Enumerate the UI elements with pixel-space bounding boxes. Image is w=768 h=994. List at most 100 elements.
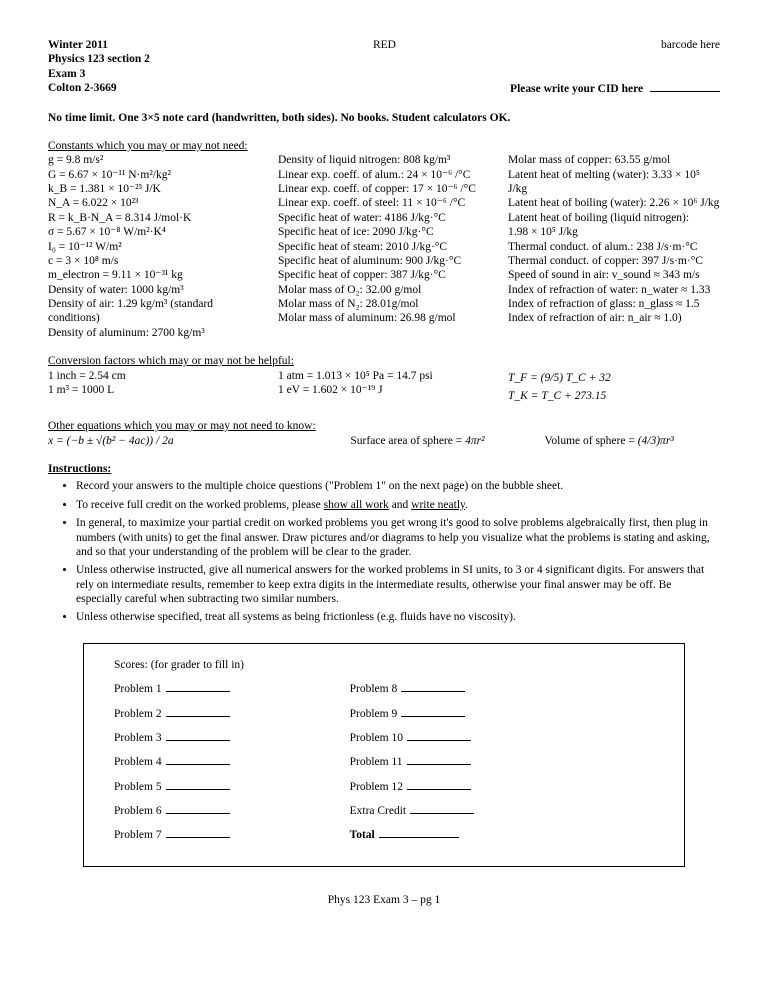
exam-rule: No time limit. One 3×5 note card (handwr… xyxy=(48,111,720,125)
header: Winter 2011 RED barcode here Physics 123… xyxy=(48,38,720,97)
header-right1: barcode here xyxy=(661,38,720,52)
quadratic-eq: x = (−b ± √(b² − 4ac)) / 2a xyxy=(48,434,350,448)
text-line: Index of refraction of glass: n_glass ≈ … xyxy=(508,297,720,311)
text-line: 1.98 × 10⁵ J/kg xyxy=(508,225,720,239)
text-line: Linear exp. coeff. of steel: 11 × 10⁻⁶ /… xyxy=(278,196,490,210)
instruction-item: Record your answers to the multiple choi… xyxy=(76,479,720,493)
text-line: R = k_B·N_A = 8.314 J/mol·K xyxy=(48,211,260,225)
text-line: T_F = (9/5) T_C + 32 xyxy=(508,369,720,387)
text-line: g = 9.8 m/s² xyxy=(48,153,260,167)
score-label: Problem 2 xyxy=(114,708,162,720)
page-footer: Phys 123 Exam 3 – pg 1 xyxy=(48,893,720,907)
text-line: Specific heat of copper: 387 J/kg·°C xyxy=(278,268,490,282)
text-line: 1 eV = 1.602 × 10⁻¹⁹ J xyxy=(278,383,490,397)
score-blank[interactable] xyxy=(401,681,465,692)
score-label: Problem 5 xyxy=(114,781,162,793)
score-line: Problem 6 xyxy=(114,803,230,818)
constants-col3: Molar mass of copper: 63.55 g/molLatent … xyxy=(508,153,720,340)
score-blank[interactable] xyxy=(166,730,230,741)
score-blank[interactable] xyxy=(166,706,230,717)
score-label: Problem 3 xyxy=(114,732,162,744)
cid-line: Please write your CID here xyxy=(510,81,720,96)
scores-title: Scores: (for grader to fill in) xyxy=(114,658,664,672)
score-line: Problem 7 xyxy=(114,827,230,842)
text-line: 1 inch = 2.54 cm xyxy=(48,369,260,383)
text-line: Density of aluminum: 2700 kg/m³ xyxy=(48,326,260,340)
score-blank[interactable] xyxy=(166,779,230,790)
scores-right-col: Problem 8Problem 9Problem 10Problem 11Pr… xyxy=(350,672,475,852)
score-blank[interactable] xyxy=(166,754,230,765)
text-line: Molar mass of O₂: 32.00 g/mol xyxy=(278,283,490,297)
score-label: Problem 1 xyxy=(114,683,162,695)
other-title: Other equations which you may or may not… xyxy=(48,419,720,433)
score-total-line: Total xyxy=(350,827,475,842)
scores-left-col: Problem 1 Problem 2 Problem 3 Problem 4 Prob… xyxy=(114,672,230,852)
score-blank[interactable] xyxy=(166,827,230,838)
text-line: Speed of sound in air: v_sound ≈ 343 m/s xyxy=(508,268,720,282)
text-line: Specific heat of aluminum: 900 J/kg·°C xyxy=(278,254,490,268)
text-line: Index of refraction of air: n_air ≈ 1.0) xyxy=(508,311,720,325)
constants-title: Constants which you may or may not need: xyxy=(48,139,720,153)
text-line: Specific heat of steam: 2010 J/kg·°C xyxy=(278,240,490,254)
score-blank[interactable] xyxy=(166,803,230,814)
sphere-vol: Volume of sphere = (4/3)πr³ xyxy=(545,434,674,448)
header-left2: Physics 123 section 2 xyxy=(48,52,720,66)
conv-col2: 1 atm = 1.013 × 10⁵ Pa = 14.7 psi1 eV = … xyxy=(278,369,490,406)
sphere-area-label: Surface area of sphere = xyxy=(350,435,462,447)
text-line: Thermal conduct. of alum.: 238 J/s·m·°C xyxy=(508,240,720,254)
conv-col3: T_F = (9/5) T_C + 32T_K = T_C + 273.15 xyxy=(508,369,720,406)
cid-blank[interactable] xyxy=(650,81,720,92)
score-line: Problem 11 xyxy=(350,754,475,769)
sphere-area-val: 4πr² xyxy=(465,435,484,447)
sphere-area: Surface area of sphere = 4πr² xyxy=(350,434,484,448)
instruction-item: To receive full credit on the worked pro… xyxy=(76,498,720,512)
text-line: k_B = 1.381 × 10⁻²³ J/K xyxy=(48,182,260,196)
score-label: Problem 7 xyxy=(114,829,162,841)
text-line: Specific heat of ice: 2090 J/kg·°C xyxy=(278,225,490,239)
text-line: N_A = 6.022 × 10²³ xyxy=(48,196,260,210)
text-line: Latent heat of boiling (water): 2.26 × 1… xyxy=(508,196,720,210)
text-line: Molar mass of N₂: 28.01g/mol xyxy=(278,297,490,311)
conv-columns: 1 inch = 2.54 cm1 m³ = 1000 L 1 atm = 1.… xyxy=(48,369,720,406)
score-label: Problem 4 xyxy=(114,756,162,768)
sphere-vol-val: (4/3)πr³ xyxy=(638,435,674,447)
score-label: Problem 6 xyxy=(114,805,162,817)
score-line: Problem 10 xyxy=(350,730,475,745)
score-total-blank[interactable] xyxy=(379,827,459,838)
score-label: Problem 8 xyxy=(350,683,398,695)
text-line: Thermal conduct. of copper: 397 J/s·m·°C xyxy=(508,254,720,268)
score-total-label: Total xyxy=(350,829,375,841)
text-line: Density of liquid nitrogen: 808 kg/m³ xyxy=(278,153,490,167)
text-line: I₀ = 10⁻¹² W/m² xyxy=(48,240,260,254)
text-line: Molar mass of aluminum: 26.98 g/mol xyxy=(278,311,490,325)
score-blank[interactable] xyxy=(401,706,465,717)
text-line: c = 3 × 10⁸ m/s xyxy=(48,254,260,268)
score-line: Problem 1 xyxy=(114,681,230,696)
header-left4: Colton 2-3669 xyxy=(48,81,117,96)
sphere-vol-label: Volume of sphere = xyxy=(545,435,635,447)
score-line: Problem 5 xyxy=(114,779,230,794)
score-blank[interactable] xyxy=(407,730,471,741)
text-line: m_electron = 9.11 × 10⁻³¹ kg xyxy=(48,268,260,282)
text-line: Latent heat of melting (water): 3.33 × 1… xyxy=(508,168,720,197)
conv-title: Conversion factors which may or may not … xyxy=(48,354,720,368)
header-left3: Exam 3 xyxy=(48,67,720,81)
text-line: Linear exp. coeff. of alum.: 24 × 10⁻⁶ /… xyxy=(278,168,490,182)
score-line: Problem 12 xyxy=(350,779,475,794)
score-blank[interactable] xyxy=(410,803,474,814)
score-line: Problem 2 xyxy=(114,706,230,721)
text-line: 1 m³ = 1000 L xyxy=(48,383,260,397)
score-line: Problem 3 xyxy=(114,730,230,745)
text-line: Index of refraction of water: n_water ≈ … xyxy=(508,283,720,297)
text-line: Latent heat of boiling (liquid nitrogen)… xyxy=(508,211,720,225)
score-label: Problem 12 xyxy=(350,781,403,793)
score-label: Problem 11 xyxy=(350,756,403,768)
score-blank[interactable] xyxy=(407,779,471,790)
score-blank[interactable] xyxy=(166,681,230,692)
conv-col1: 1 inch = 2.54 cm1 m³ = 1000 L xyxy=(48,369,260,406)
constants-columns: g = 9.8 m/s²G = 6.67 × 10⁻¹¹ N·m²/kg²k_B… xyxy=(48,153,720,340)
score-blank[interactable] xyxy=(407,754,471,765)
score-label: Extra Credit xyxy=(350,805,407,817)
text-line: Density of air: 1.29 kg/m³ (standard con… xyxy=(48,297,260,326)
text-line: σ = 5.67 × 10⁻⁸ W/m²·K⁴ xyxy=(48,225,260,239)
